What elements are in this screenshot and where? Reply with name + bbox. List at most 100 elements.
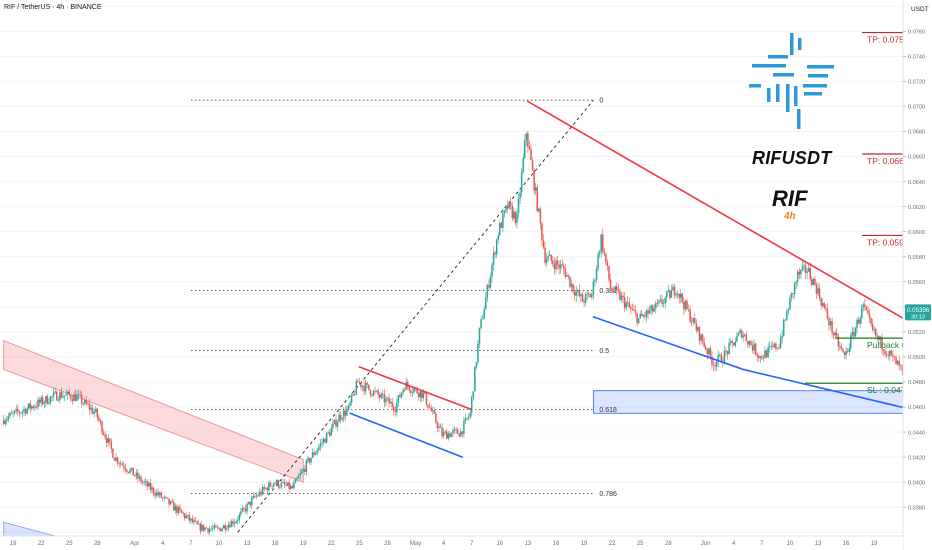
candle-body xyxy=(842,348,844,353)
candle-body xyxy=(378,395,381,398)
candle-body xyxy=(436,422,439,429)
candle-body xyxy=(717,355,719,362)
candle-body xyxy=(577,289,579,292)
candle-body xyxy=(662,303,665,305)
candle-body xyxy=(205,527,208,529)
time-tick-label: 16 xyxy=(553,541,560,547)
candle-body xyxy=(485,297,487,310)
candle-body xyxy=(851,331,854,336)
candle-body xyxy=(187,515,189,517)
candle-body xyxy=(176,505,178,513)
wedge-support xyxy=(592,316,913,411)
candle-body xyxy=(787,309,790,312)
candle-body xyxy=(268,482,270,491)
candle-body xyxy=(177,507,180,513)
candle-body xyxy=(300,471,303,474)
candle-body xyxy=(154,493,156,496)
candle-body xyxy=(31,406,33,409)
candle-body xyxy=(160,492,163,498)
candle-body xyxy=(856,319,858,329)
candle-body xyxy=(325,432,328,443)
candle-body xyxy=(881,337,883,350)
candle-body xyxy=(817,288,819,294)
price-tick-label: 0.0760 xyxy=(908,30,925,36)
candle-body xyxy=(469,412,471,417)
candle-body xyxy=(719,354,721,356)
logo-bar xyxy=(773,73,794,77)
candle-body xyxy=(589,294,592,298)
candle-body xyxy=(792,293,794,294)
candle-body xyxy=(174,505,177,511)
logo-timeframe: 4h xyxy=(784,211,796,222)
candle-body xyxy=(789,297,791,310)
candle-body xyxy=(291,485,294,489)
candle-body xyxy=(729,341,732,344)
candle-body xyxy=(651,305,654,312)
candle-body xyxy=(201,524,203,531)
logo-bar xyxy=(752,64,786,68)
candle-body xyxy=(421,391,423,399)
targets-layer: TP: 0.0759 TP: 0.0662 TP: 0.0597 Pullback 0… xyxy=(805,31,928,395)
candle-body xyxy=(149,482,152,490)
candle-body xyxy=(836,332,838,337)
candle-body xyxy=(623,297,626,308)
candle-body xyxy=(232,521,234,525)
candle-body xyxy=(812,279,815,285)
candle-body xyxy=(846,351,849,352)
candle-body xyxy=(213,525,216,529)
candle-body xyxy=(845,351,847,356)
candle-body xyxy=(828,318,830,326)
candle-body xyxy=(130,467,133,470)
candle-body xyxy=(547,256,549,260)
candle-body xyxy=(784,319,787,321)
candle-body xyxy=(222,525,225,529)
candle-body xyxy=(570,284,573,287)
candle-body xyxy=(616,286,618,290)
candle-body xyxy=(460,431,462,437)
candle-body xyxy=(257,495,259,497)
candle-body xyxy=(115,457,117,461)
candle-body xyxy=(246,503,248,512)
fib-diagonal-line xyxy=(237,99,594,533)
candle-body xyxy=(70,395,72,400)
candle-body xyxy=(101,421,103,433)
candle-body xyxy=(79,394,81,396)
price-tick-label: 0.0620 xyxy=(908,205,925,211)
candle-body xyxy=(258,491,261,496)
candle-body xyxy=(171,501,173,503)
candle-body xyxy=(522,157,524,173)
candle-body xyxy=(357,381,359,383)
candle-body xyxy=(541,223,543,241)
candle-body xyxy=(656,303,659,304)
candle-body xyxy=(516,213,518,223)
logo-pair: RIFUSDT xyxy=(752,148,832,168)
candle-body xyxy=(266,487,269,491)
price-tick-label: 0.0520 xyxy=(908,330,925,336)
candle-body xyxy=(385,398,387,403)
logo-bar xyxy=(808,74,828,78)
candle-body xyxy=(216,527,219,528)
candle-body xyxy=(575,291,577,296)
candle-body xyxy=(758,356,760,359)
candle-body xyxy=(511,205,514,219)
logo-bar xyxy=(798,38,802,50)
candle-body xyxy=(290,485,292,490)
candle-body xyxy=(692,317,694,323)
time-tick-label: 19 xyxy=(871,541,878,547)
candle-body xyxy=(329,432,331,436)
candle-body xyxy=(169,501,172,505)
candle-body xyxy=(695,323,698,331)
logo-symbol: RIF xyxy=(772,186,808,211)
candle-body xyxy=(595,269,598,281)
candle-body xyxy=(488,285,490,288)
candle-body xyxy=(544,247,546,263)
candle-body xyxy=(422,392,425,399)
candle-body xyxy=(157,492,159,496)
candle-body xyxy=(60,392,63,398)
candle-body xyxy=(499,222,501,236)
candle-body xyxy=(244,508,247,512)
candle-body xyxy=(104,434,106,438)
candle-body xyxy=(397,395,400,403)
wedge-resistance xyxy=(527,100,932,336)
candle-body xyxy=(564,268,567,277)
